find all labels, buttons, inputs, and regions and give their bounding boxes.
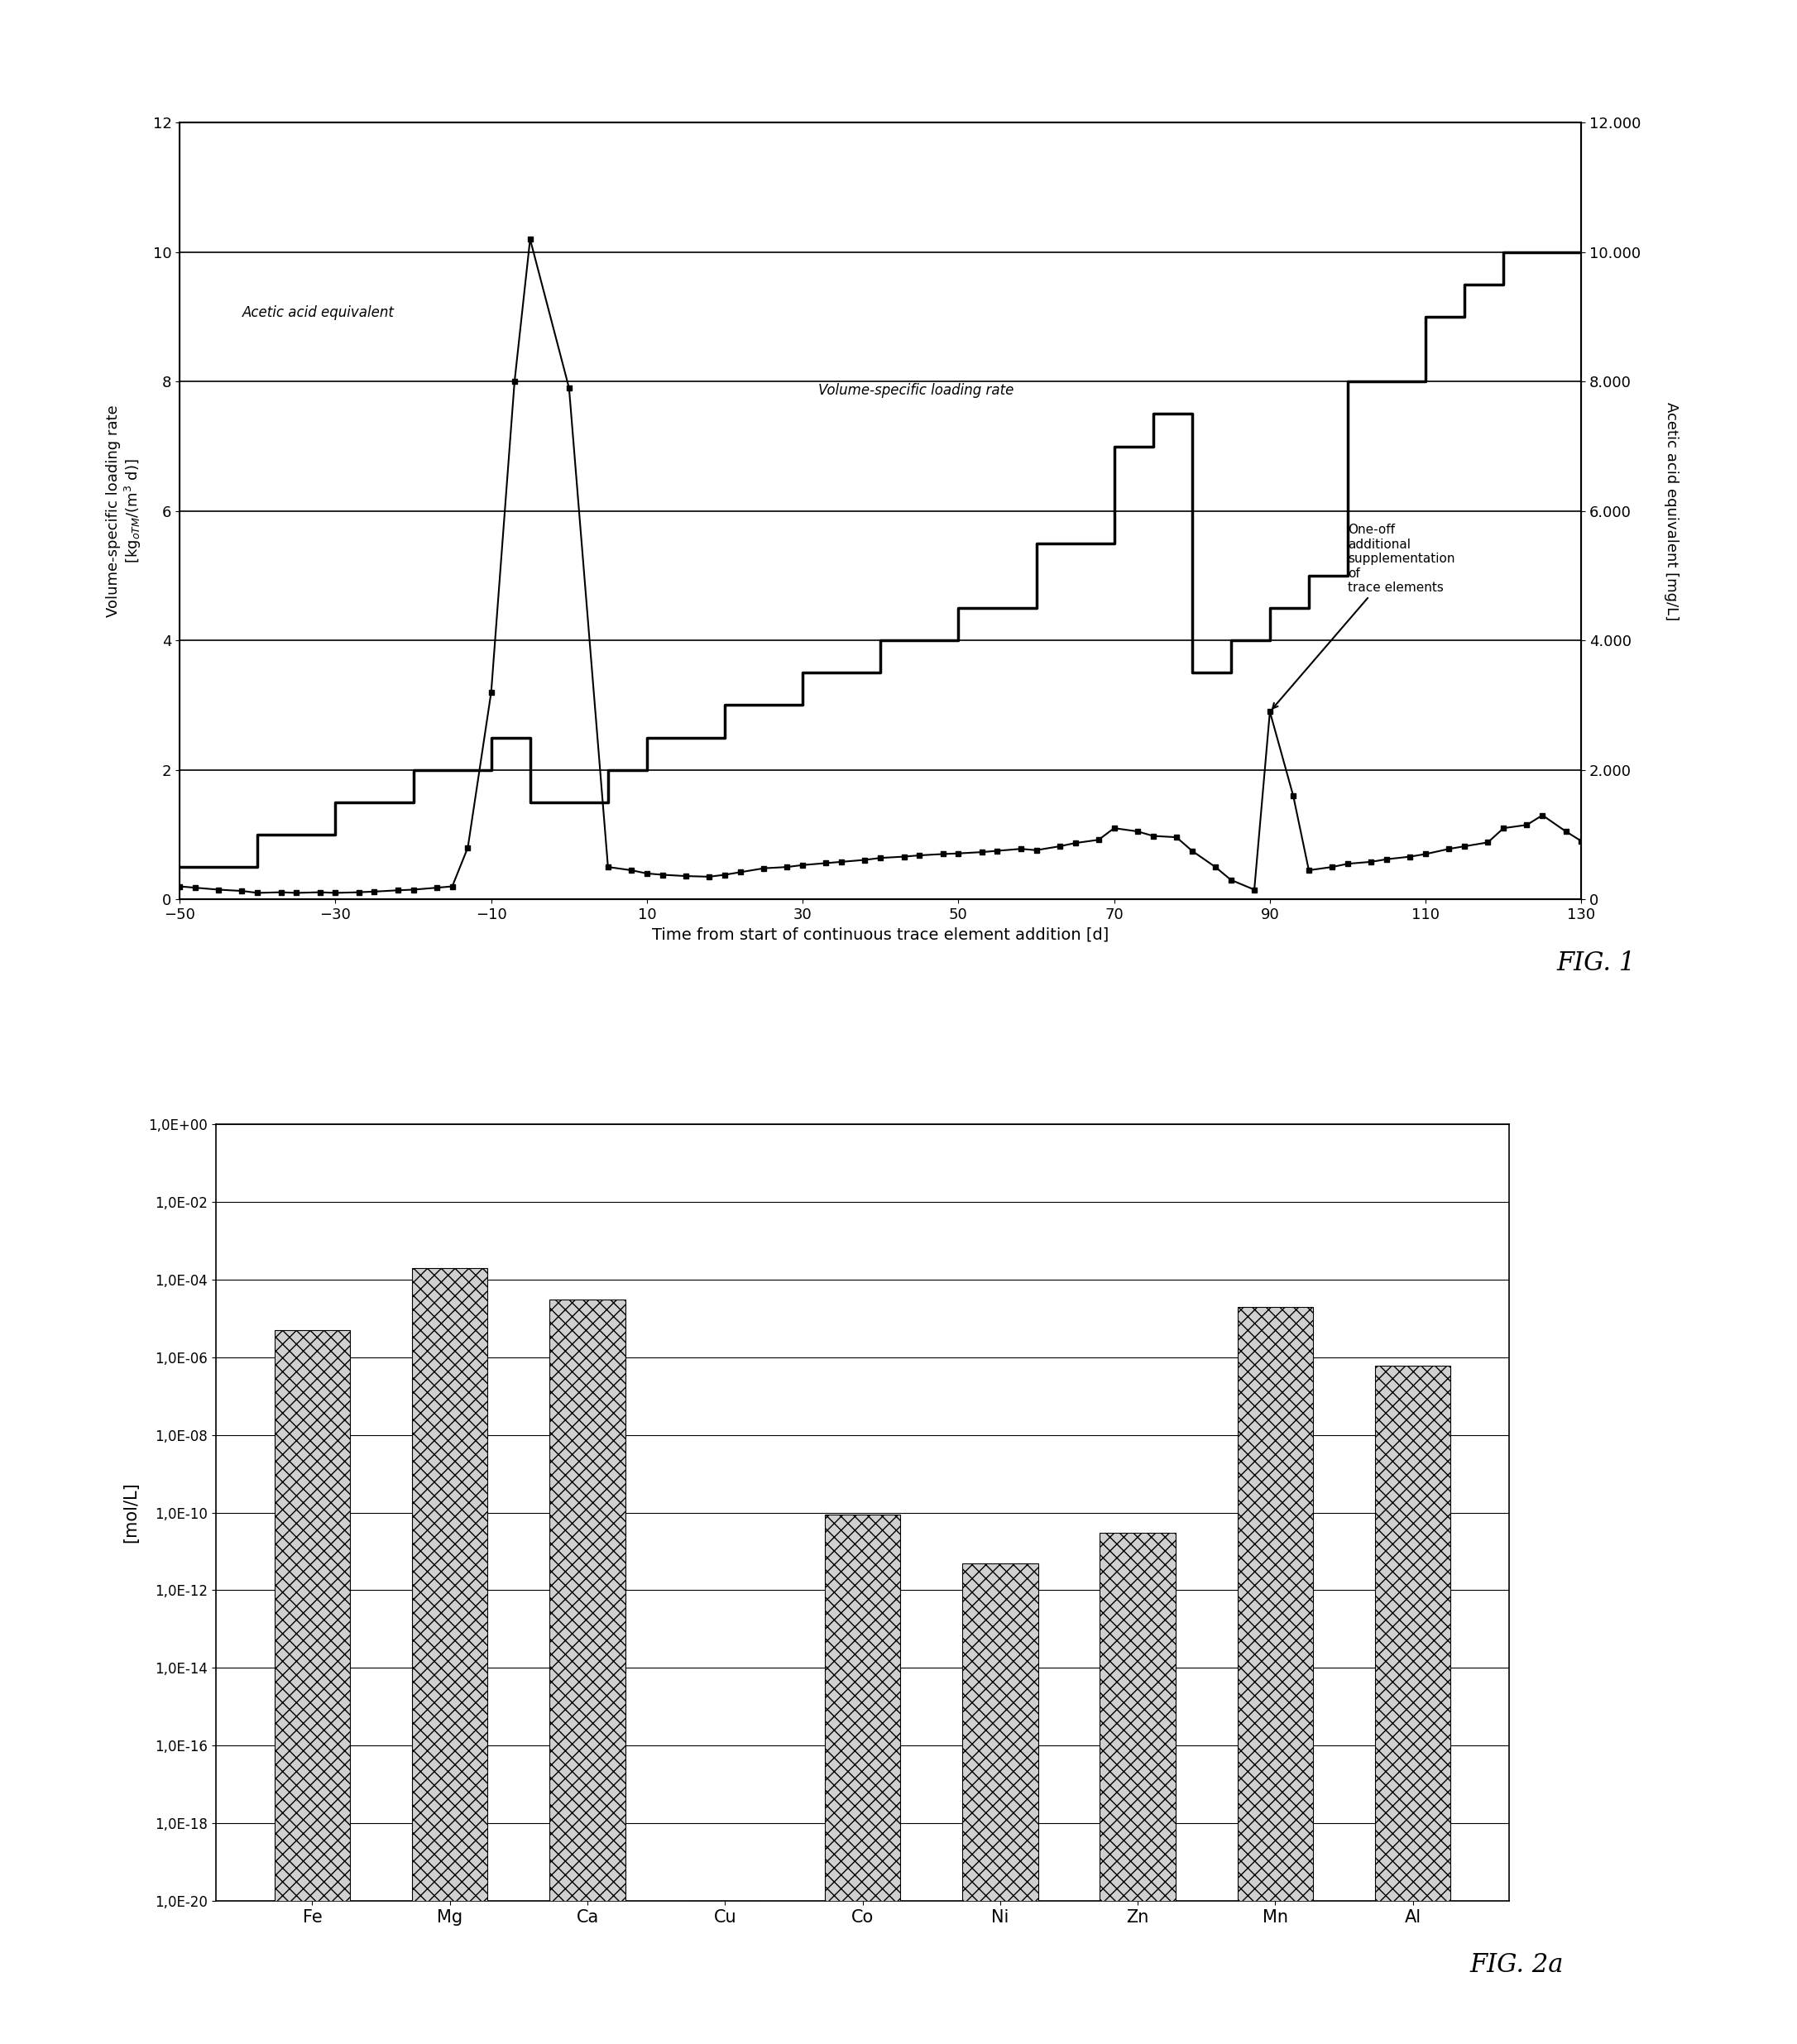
Text: FIG. 2a: FIG. 2a bbox=[1470, 1952, 1563, 1979]
Y-axis label: Volume-specific loading rate
[kg$_{oTM}$/(m$^3$ d)]: Volume-specific loading rate [kg$_{oTM}$… bbox=[106, 405, 144, 617]
Text: Volume-specific loading rate: Volume-specific loading rate bbox=[818, 382, 1014, 399]
Text: FIG. 1: FIG. 1 bbox=[1556, 950, 1635, 977]
Bar bbox=[275, 1331, 350, 2044]
X-axis label: Time from start of continuous trace element addition [d]: Time from start of continuous trace elem… bbox=[652, 926, 1109, 942]
Text: One-off
additional
supplementation
of
trace elements: One-off additional supplementation of tr… bbox=[1272, 523, 1456, 709]
Bar bbox=[550, 1300, 625, 2044]
Y-axis label: Acetic acid equivalent [mg/L]: Acetic acid equivalent [mg/L] bbox=[1664, 403, 1678, 619]
Bar bbox=[963, 1564, 1039, 2044]
Y-axis label: [mol/L]: [mol/L] bbox=[122, 1482, 138, 1543]
Bar bbox=[1375, 1365, 1450, 2044]
Bar bbox=[686, 1901, 762, 2044]
Bar bbox=[412, 1267, 487, 2044]
Bar bbox=[825, 1515, 900, 2044]
Text: Acetic acid equivalent: Acetic acid equivalent bbox=[243, 305, 394, 321]
Bar bbox=[1100, 1533, 1175, 2044]
Bar bbox=[1238, 1306, 1314, 2044]
